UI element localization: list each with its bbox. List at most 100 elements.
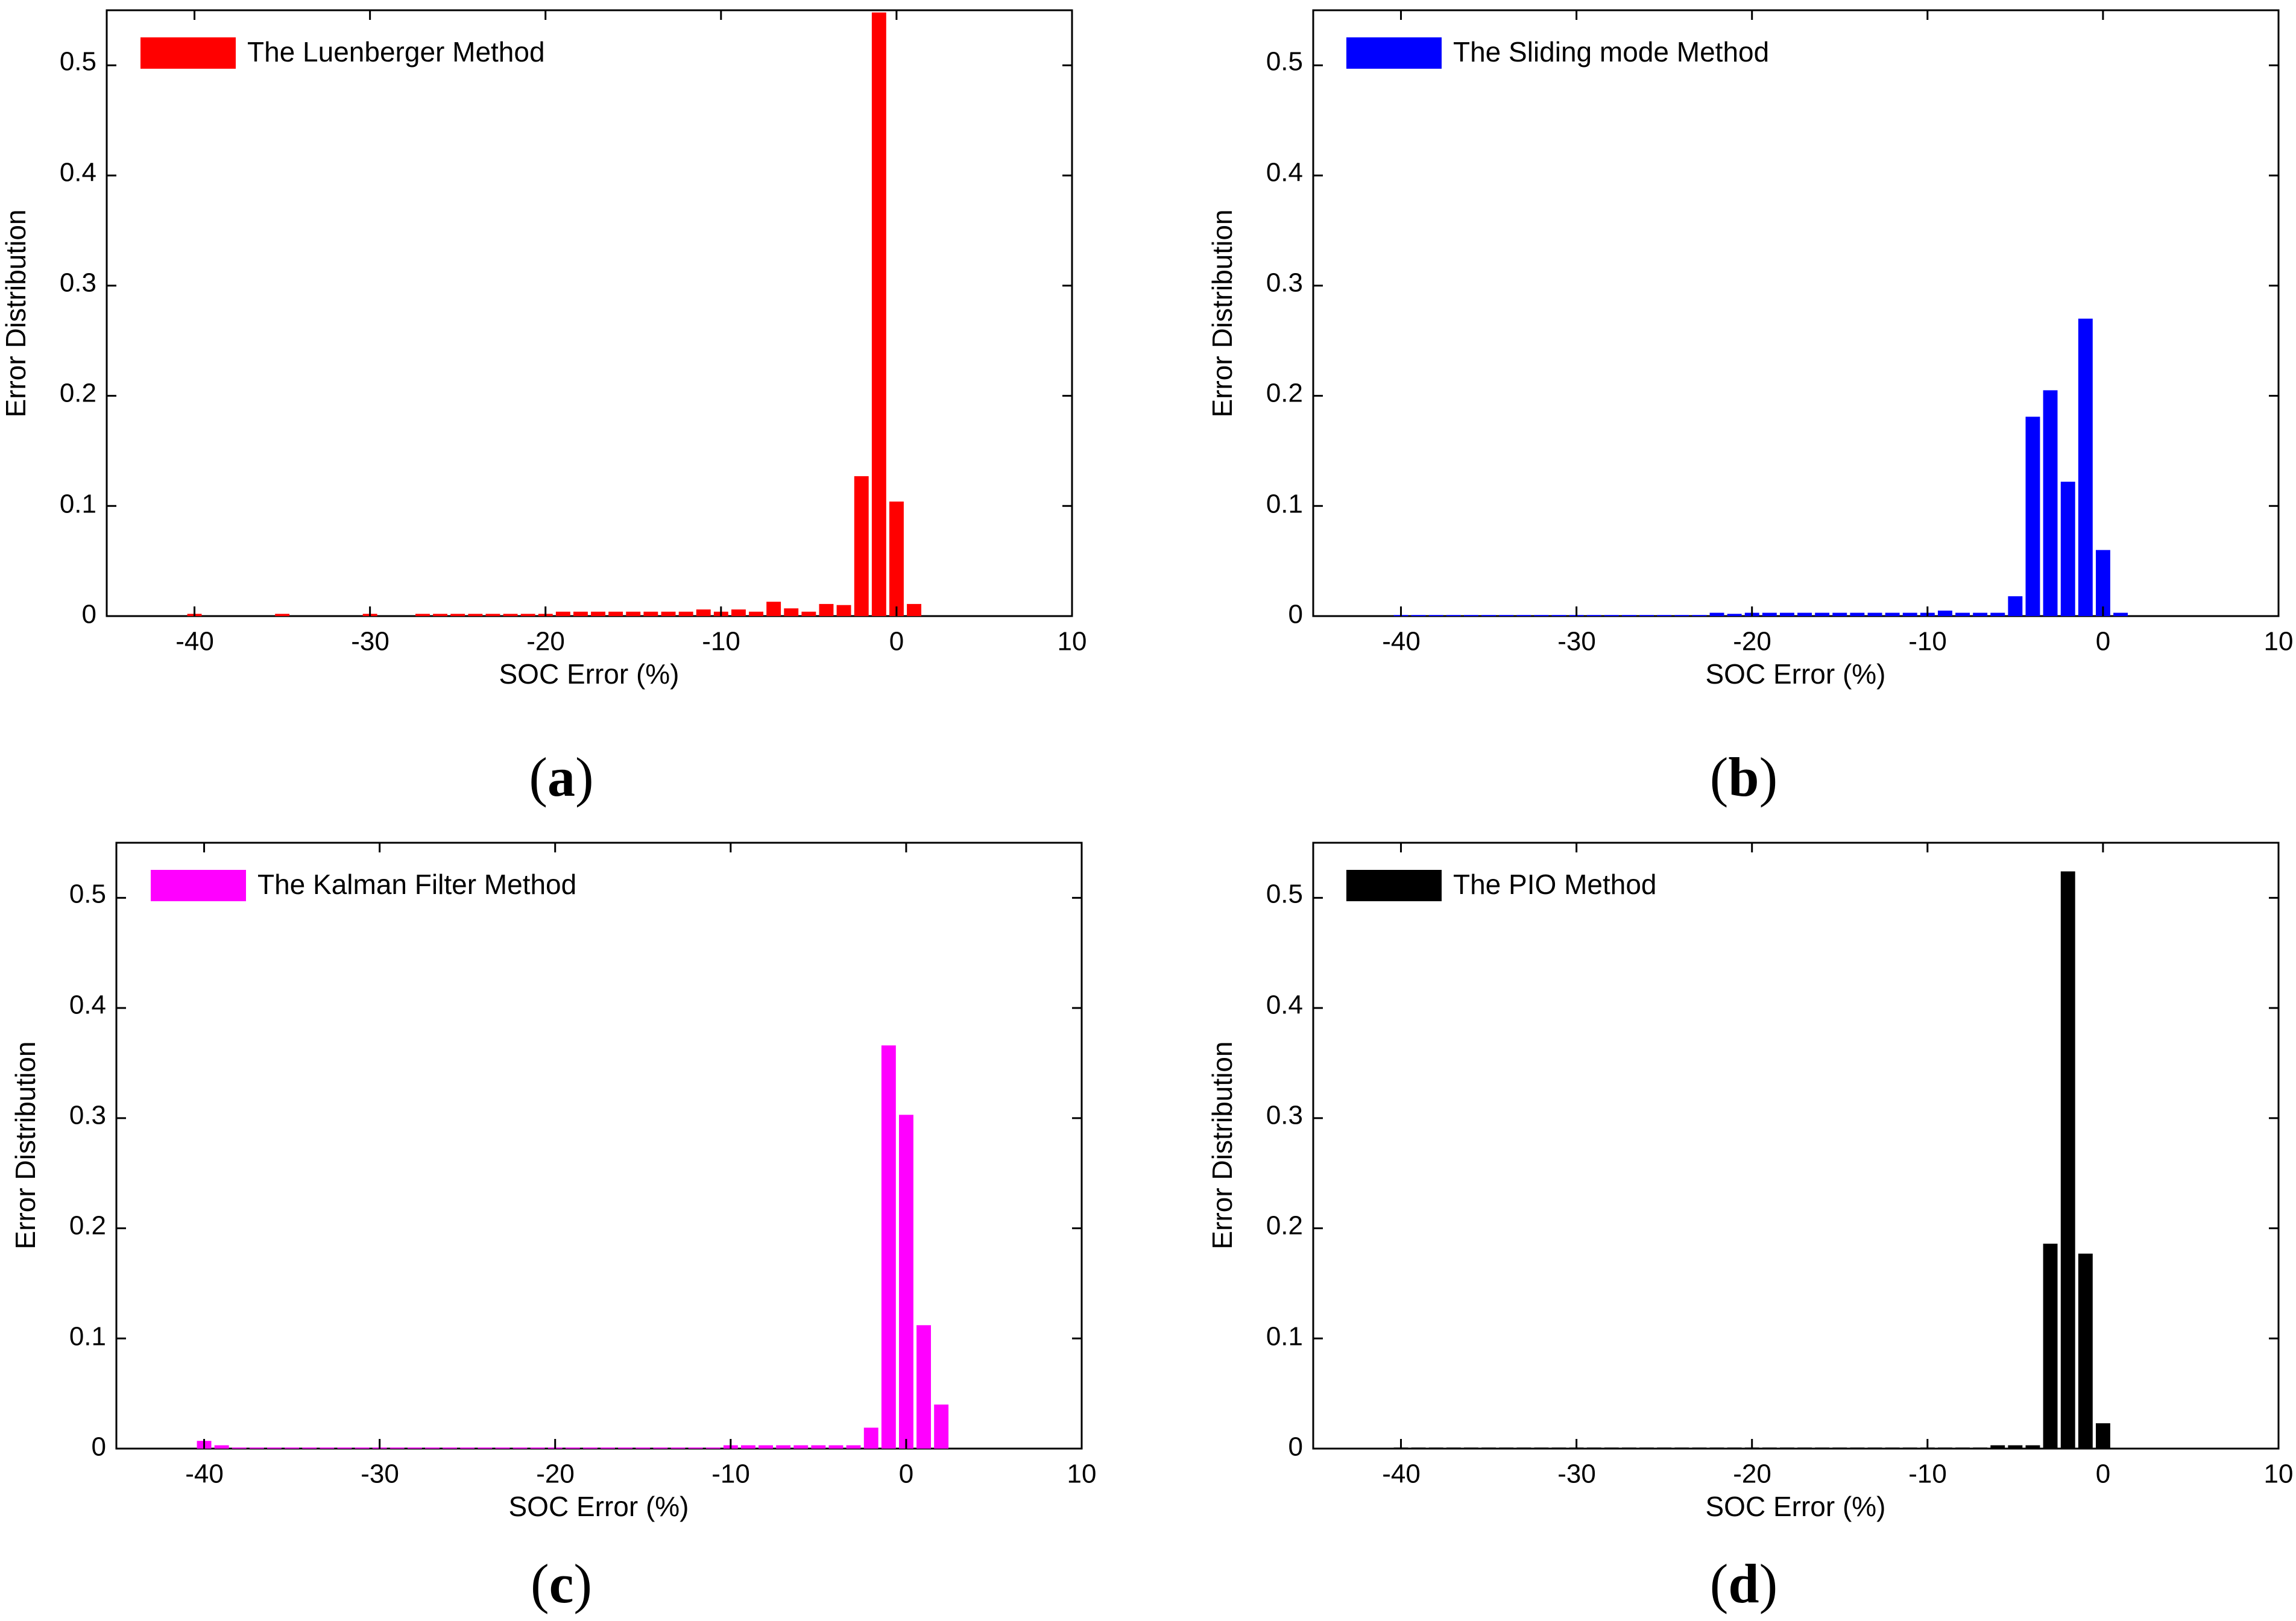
y-tick-label: 0.3: [69, 1101, 106, 1130]
x-ticks: -40 -30 -20 -10 0 10: [1382, 1459, 2293, 1489]
bar: [741, 1445, 755, 1449]
bar: [626, 611, 641, 616]
bar: [854, 476, 869, 616]
y-tick-label: 0.4: [1266, 990, 1303, 1020]
y-ticks: 0 0.1 0.2 0.3 0.4 0.5: [60, 47, 96, 629]
bar: [934, 1404, 949, 1449]
bar: [705, 1447, 721, 1449]
y-tick-label: 0.4: [1266, 158, 1303, 187]
legend: The Luenberger Method: [140, 36, 545, 69]
legend: The Kalman Filter Method: [151, 869, 576, 901]
bar: [1428, 1447, 1443, 1449]
bars: [1393, 871, 2110, 1449]
bar: [653, 1447, 668, 1449]
bar: [688, 1447, 703, 1449]
legend-label: The Sliding mode Method: [1453, 36, 1769, 68]
bar: [1867, 1447, 1882, 1449]
legend-swatch: [1346, 870, 1442, 901]
bar: [485, 614, 500, 616]
bar: [478, 1447, 493, 1449]
plot-frame: [106, 9, 1073, 617]
x-tick-label: -30: [361, 1459, 399, 1489]
bar: [1797, 1447, 1812, 1449]
bar: [899, 1115, 913, 1449]
x-tick-label: -20: [1733, 1459, 1771, 1489]
legend-swatch: [151, 870, 246, 901]
bar: [1973, 612, 1988, 616]
bar: [1411, 1447, 1426, 1449]
bar: [1674, 615, 1689, 616]
y-tick-label: 0.2: [1266, 1211, 1303, 1241]
legend-label: The Luenberger Method: [247, 36, 545, 68]
y-tick-label: 0.3: [1266, 268, 1303, 298]
bar: [1481, 1447, 1496, 1449]
bar: [1709, 612, 1724, 616]
tick-marks: [107, 10, 1073, 617]
bar: [661, 611, 676, 616]
y-tick-label: 0.1: [1266, 489, 1303, 519]
bar: [828, 1445, 844, 1449]
bar: [320, 1447, 335, 1449]
bar: [530, 1447, 545, 1449]
bar: [1938, 1447, 1952, 1449]
bar: [1797, 612, 1812, 616]
bar: [433, 614, 447, 616]
bars: [1393, 318, 2128, 616]
y-axis-label: Error Distribution: [10, 1041, 41, 1249]
bar: [766, 602, 781, 616]
x-tick-label: 10: [1058, 627, 1087, 656]
bar: [503, 614, 518, 616]
bar: [425, 1447, 440, 1449]
bar: [1692, 1447, 1707, 1449]
bar: [1709, 1447, 1724, 1449]
bar: [1780, 1447, 1794, 1449]
bar: [573, 611, 588, 616]
bar: [2025, 417, 2040, 616]
x-tick-label: 10: [2264, 1459, 2294, 1489]
bar: [1815, 1447, 1830, 1449]
x-ticks: -40 -30 -20 -10 0 10: [185, 1459, 1096, 1489]
bar: [1464, 1447, 1478, 1449]
bar: [907, 603, 921, 616]
x-tick-label: -10: [1908, 627, 1947, 656]
y-tick-label: 0.2: [1266, 379, 1303, 408]
y-tick-label: 0.5: [1266, 880, 1303, 909]
y-tick-label: 0.5: [69, 880, 106, 909]
bar: [2078, 1253, 2093, 1449]
bar: [460, 1447, 475, 1449]
x-tick-label: 0: [2096, 627, 2110, 656]
bar: [863, 1427, 878, 1449]
x-ticks: -40 -30 -20 -10 0 10: [1382, 627, 2293, 656]
y-tick-label: 0: [1288, 1432, 1303, 1462]
bar: [1551, 1447, 1566, 1449]
x-axis-label: SOC Error (%): [499, 658, 680, 690]
bar: [355, 1447, 370, 1449]
bar: [793, 1445, 809, 1449]
bar: [583, 1447, 598, 1449]
bar: [1657, 615, 1672, 616]
x-tick-label: -30: [1557, 1459, 1596, 1489]
bar: [1534, 1447, 1549, 1449]
bar: [1674, 1447, 1689, 1449]
bar: [871, 12, 886, 616]
bar: [1534, 615, 1549, 616]
bar: [801, 611, 816, 616]
x-tick-label: 0: [899, 1459, 913, 1489]
bar: [555, 611, 570, 616]
y-tick-label: 0.2: [69, 1211, 106, 1241]
bar: [285, 1447, 300, 1449]
bar: [267, 1447, 282, 1449]
bar: [881, 1045, 896, 1449]
bar: [696, 609, 711, 616]
y-tick-label: 0.4: [60, 158, 96, 187]
x-axis-label: SOC Error (%): [509, 1491, 689, 1522]
x-tick-label: -10: [702, 627, 740, 656]
y-tick-label: 0.5: [60, 47, 96, 77]
y-ticks: 0 0.1 0.2 0.3 0.4 0.5: [69, 880, 106, 1462]
bar: [601, 1447, 615, 1449]
bar: [1990, 612, 2005, 616]
bar: [916, 1325, 931, 1449]
x-tick-label: -30: [351, 627, 390, 656]
y-tick-label: 0.4: [69, 990, 106, 1020]
bar: [512, 1447, 528, 1449]
